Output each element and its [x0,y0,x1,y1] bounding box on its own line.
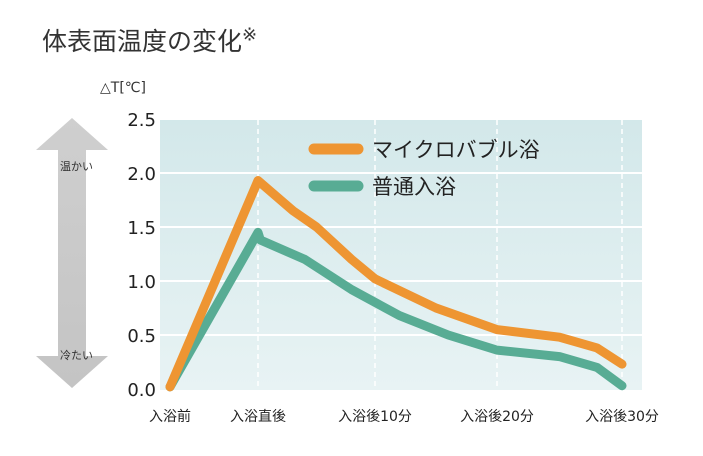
y-tick-label: 1.5 [127,218,156,239]
title-text: 体表面温度の変化 [42,27,243,56]
temperature-arrow-icon [36,118,108,388]
y-tick-label: 2.0 [127,164,156,185]
x-tick-label: 入浴前 [149,408,191,425]
arrow-label-warm: 温かい [60,160,93,173]
y-tick-label: 0.0 [127,380,156,401]
y-tick-label: 0.5 [127,326,156,347]
arrow-label-cold: 冷たい [60,349,93,362]
legend-label: 普通入浴 [372,175,456,199]
x-tick-label: 入浴後30分 [585,409,659,425]
x-tick-label: 入浴後20分 [460,409,534,425]
y-axis-label: △T[℃] [100,80,146,96]
y-tick-label: 2.5 [127,110,156,131]
legend-label: マイクロバブル浴 [372,138,540,162]
x-tick-label: 入浴後10分 [338,409,412,425]
title-note-mark: ※ [242,24,258,46]
y-tick-label: 1.0 [127,272,156,293]
series-line-0 [165,176,627,392]
series-line-1 [165,227,627,392]
chart-title: 体表面温度の変化※ [42,22,257,58]
x-tick-label: 入浴直後 [230,408,286,425]
